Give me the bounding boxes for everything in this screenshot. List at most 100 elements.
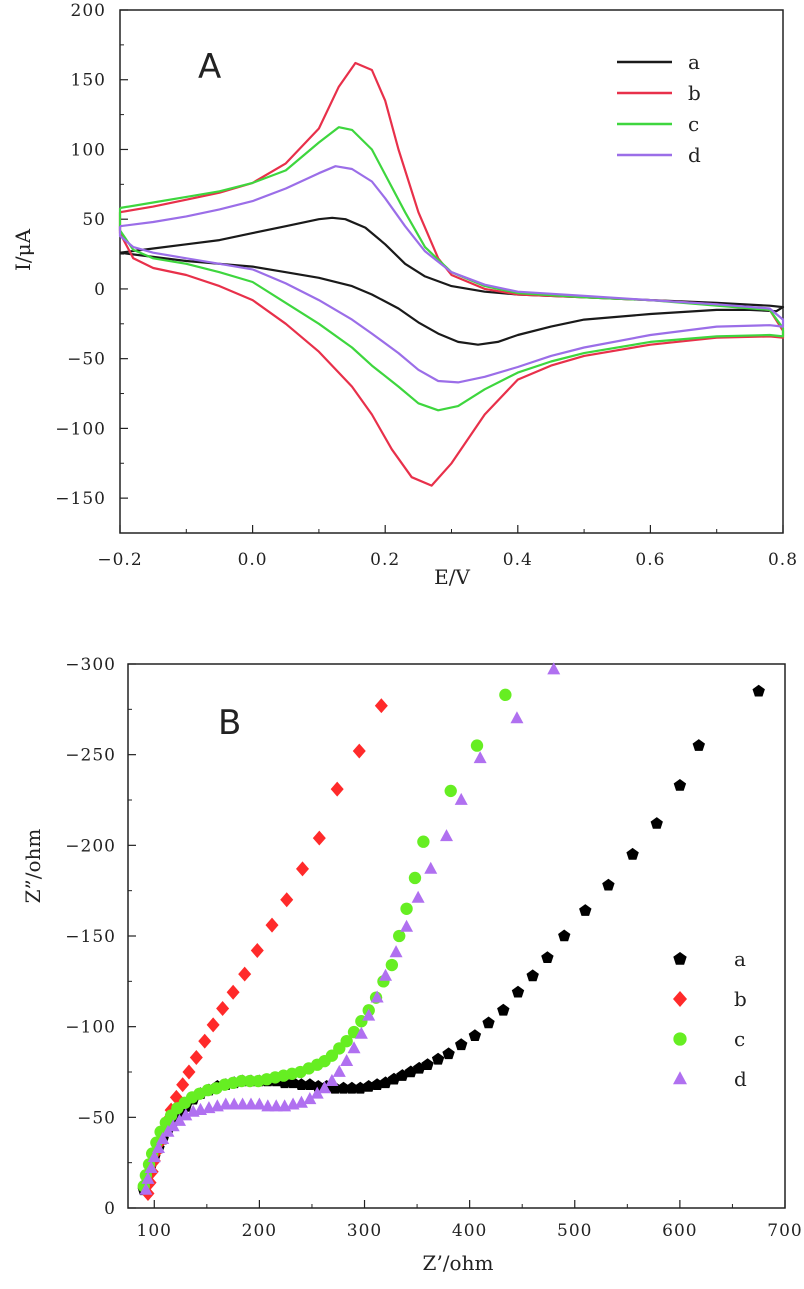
- series-a-point: [337, 1081, 350, 1094]
- series-a-point: [626, 847, 639, 860]
- series-a-point: [421, 1058, 434, 1070]
- legend-c-marker: [673, 1032, 687, 1046]
- panel-a-y-tick-label: −150: [55, 489, 106, 509]
- legend-c-label: c: [688, 112, 699, 136]
- panel-a-y-tick-label: 100: [71, 140, 106, 160]
- panel-a-x-tick-label: 0.2: [370, 550, 400, 570]
- series-c-point: [393, 929, 406, 943]
- series-d-point: [370, 990, 384, 1003]
- series-a-point: [455, 1038, 468, 1051]
- series-d-point: [252, 1097, 266, 1110]
- series-d-point: [354, 1026, 368, 1039]
- series-c-point: [400, 902, 413, 915]
- series-b-point: [352, 743, 366, 759]
- panel-b-y-tick-label: −150: [65, 927, 116, 947]
- series-b-point: [330, 781, 344, 797]
- panel-a-x-tick-label: 0.0: [238, 550, 268, 570]
- panel-b-y-tick-label: 0: [104, 1199, 116, 1219]
- series-b-point: [182, 1064, 196, 1080]
- legend-b-marker: [673, 990, 687, 1008]
- series-a-point: [511, 985, 525, 998]
- panel-b-y-tick-label: −100: [65, 1018, 116, 1038]
- series-d-point: [318, 1081, 332, 1094]
- series-b-point: [226, 984, 240, 1000]
- panel-b-series: [137, 662, 765, 1201]
- series-c-point: [499, 688, 512, 702]
- series-a-point: [497, 1003, 510, 1016]
- panel-b-letter: B: [218, 703, 241, 743]
- panel-b-x-tick-label: 700: [767, 1221, 802, 1241]
- series-c-markers: [137, 688, 512, 1193]
- panel-a-y-tick-label: −50: [67, 350, 106, 370]
- panel-b-x-tick-label: 200: [242, 1221, 277, 1241]
- series-d-point: [294, 1095, 308, 1108]
- series-a-point: [468, 1029, 482, 1041]
- legend-d-label: d: [688, 143, 701, 167]
- series-a-curve: [119, 216, 785, 346]
- series-d-point: [219, 1097, 233, 1110]
- series-a-point: [579, 904, 592, 916]
- series-a-markers: [137, 684, 765, 1196]
- series-d-point: [166, 1119, 180, 1132]
- legend-b-label: b: [688, 81, 701, 105]
- series-b-point: [250, 943, 264, 958]
- series-b-point: [238, 966, 252, 982]
- series-d-curve: [118, 165, 785, 384]
- series-d-point: [547, 662, 561, 675]
- panel-a-series: [118, 61, 785, 487]
- panel-b-y-tick-label: −50: [77, 1108, 116, 1128]
- series-d-point: [400, 919, 414, 932]
- panel-a-y-tick-label: 150: [71, 71, 106, 91]
- series-d-point: [156, 1131, 170, 1144]
- series-d-point: [261, 1099, 275, 1112]
- panel-a-x-tick-label: 0.4: [503, 550, 533, 570]
- panel-a-y-tick-label: 0: [94, 280, 106, 300]
- legend-a-marker: [673, 952, 687, 965]
- series-d-point: [141, 1171, 155, 1184]
- series-d-point: [347, 1041, 361, 1054]
- series-d-point: [454, 792, 468, 805]
- series-b-point: [216, 1001, 230, 1017]
- series-d-point: [510, 711, 524, 724]
- series-d-point: [244, 1097, 258, 1110]
- series-c-point: [444, 784, 457, 798]
- series-b-point: [312, 830, 326, 846]
- panel-b-y-tick-label: −200: [65, 836, 116, 856]
- series-a-point: [345, 1081, 359, 1094]
- series-a-point: [295, 1078, 308, 1090]
- legend-a-label: a: [734, 947, 746, 971]
- series-a-point: [650, 817, 663, 829]
- series-b-point: [280, 892, 294, 908]
- series-d-point: [424, 861, 438, 874]
- series-a-point: [431, 1052, 445, 1065]
- series-d-point: [379, 968, 393, 981]
- panel-b-x-tick-label: 500: [557, 1221, 592, 1241]
- panel-b-ticks: 100 200 300 400 500 600 700 0 −50 −100 −150 −200 −25…: [65, 655, 802, 1241]
- legend-d-marker: [673, 1071, 687, 1085]
- series-a-point: [482, 1016, 495, 1029]
- panel-b-x-tick-label: 400: [452, 1221, 487, 1241]
- series-d-point: [411, 890, 425, 903]
- series-d-point: [173, 1113, 187, 1126]
- series-d-point: [139, 1182, 153, 1195]
- series-c-point: [340, 1034, 353, 1048]
- series-a-point: [442, 1047, 455, 1060]
- panel-a-letter: A: [198, 47, 221, 87]
- panel-b-y-tick-label: −300: [65, 655, 116, 675]
- series-b-point: [189, 1050, 203, 1065]
- panel-b-plot-frame: [127, 663, 786, 1209]
- series-d-point: [332, 1064, 346, 1077]
- series-d-point: [325, 1073, 339, 1086]
- panel-a-x-tick-label: −0.2: [97, 550, 142, 570]
- panel-b-x-tick-label: 100: [137, 1221, 172, 1241]
- series-d-point: [147, 1150, 161, 1163]
- series-d-point: [310, 1086, 324, 1099]
- series-d-point: [303, 1092, 317, 1105]
- series-d-point: [269, 1099, 283, 1112]
- series-d-point: [362, 1008, 376, 1021]
- series-c-point: [470, 739, 484, 752]
- series-c-point: [408, 871, 422, 885]
- series-d-point: [179, 1108, 193, 1121]
